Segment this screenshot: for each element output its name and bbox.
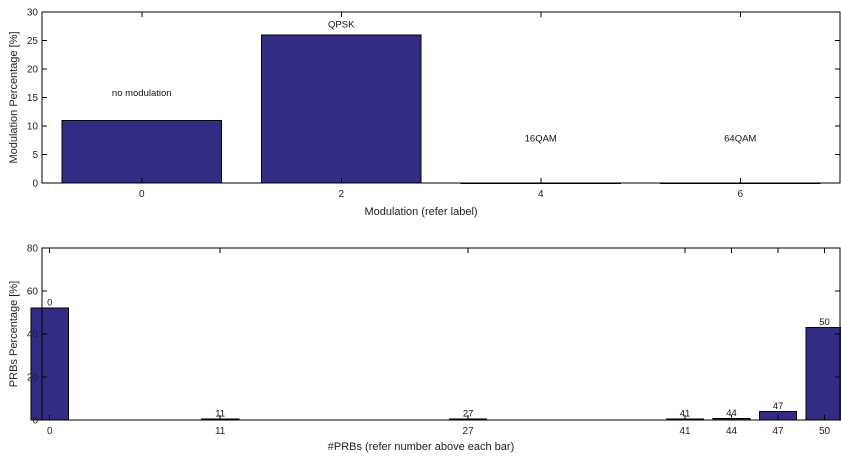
x-axis-label: #PRBs (refer number above each bar) — [328, 441, 514, 453]
x-tick-label: 27 — [463, 426, 475, 437]
bar-label: 0 — [47, 298, 52, 309]
x-tick-label: 0 — [47, 426, 53, 437]
axes-box — [41, 247, 841, 421]
annotation: 64QAM — [724, 133, 756, 144]
x-tick-label: 2 — [338, 189, 344, 200]
modulation-chart: 0 5 10 15 20 25 30 0 2 4 6 Modulation (refer label)… — [8, 8, 841, 218]
annotation: QPSK — [328, 19, 355, 30]
bar — [261, 34, 422, 184]
bar-label: 44 — [726, 408, 737, 419]
y-tick-label: 10 — [27, 122, 39, 133]
y-tick-label: 15 — [27, 93, 39, 104]
bar-label: 11 — [215, 409, 225, 420]
x-tick-label: 11 — [215, 426, 226, 437]
annotation: 16QAM — [525, 133, 557, 144]
bar-label: 27 — [463, 409, 474, 420]
x-tick-label: 50 — [819, 426, 831, 437]
y-tick-label: 5 — [32, 150, 38, 161]
y-tick-label: 20 — [27, 65, 39, 76]
y-tick-label: 0 — [32, 416, 38, 427]
bar-label: 50 — [819, 317, 830, 328]
bar — [61, 119, 223, 184]
bar-label: 41 — [680, 409, 691, 420]
prbs-chart: 0 20 40 60 80 0 11 27 41 44 47 50 #PRBs (refer numbe… — [8, 244, 841, 453]
y-tick-label: 40 — [27, 330, 39, 341]
y-axis-label: Modulation Percentage [%] — [8, 31, 20, 163]
bar — [30, 307, 69, 421]
x-axis-label: Modulation (refer label) — [364, 206, 477, 218]
bar — [805, 327, 841, 421]
y-tick-label: 80 — [27, 244, 39, 255]
x-tick-label: 0 — [139, 189, 145, 200]
x-tick-label: 47 — [772, 426, 784, 437]
y-tick-label: 20 — [27, 373, 39, 384]
y-tick-label: 0 — [32, 179, 38, 190]
y-tick-label: 25 — [27, 36, 39, 47]
bar-label: 47 — [773, 401, 784, 412]
y-axis-label: PRBs Percentage [%] — [8, 281, 20, 387]
x-tick-label: 41 — [679, 426, 691, 437]
y-tick-label: 30 — [27, 8, 39, 19]
y-tick-label: 60 — [27, 287, 39, 298]
x-tick-label: 4 — [538, 189, 544, 200]
annotation: no modulation — [112, 88, 172, 99]
x-tick-label: 44 — [726, 426, 738, 437]
x-tick-label: 6 — [737, 189, 743, 200]
